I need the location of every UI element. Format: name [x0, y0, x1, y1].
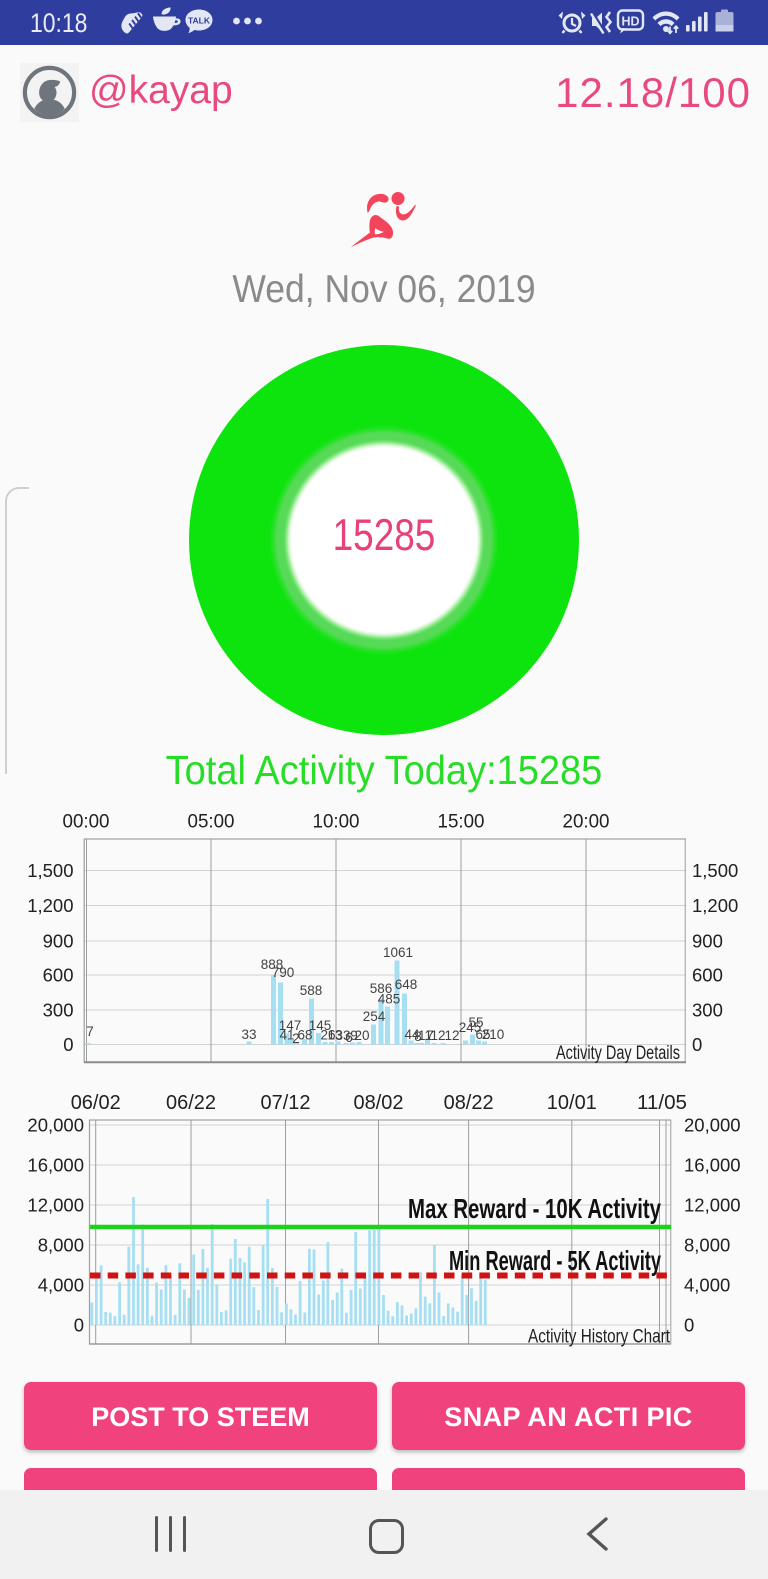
- svg-text:8,000: 8,000: [684, 1235, 730, 1256]
- svg-text:TALK: TALK: [188, 16, 211, 26]
- svg-text:44: 44: [404, 1027, 420, 1042]
- svg-text:Max Reward - 10K Activity: Max Reward - 10K Activity: [408, 1193, 662, 1224]
- svg-text:08/22: 08/22: [444, 1092, 494, 1114]
- svg-text:06/02: 06/02: [71, 1092, 121, 1114]
- svg-text:16,000: 16,000: [684, 1155, 741, 1176]
- svg-text:8,000: 8,000: [38, 1235, 84, 1256]
- svg-text:33: 33: [335, 1028, 350, 1043]
- svg-text:12,000: 12,000: [27, 1195, 84, 1216]
- svg-text:Activity Day Details: Activity Day Details: [556, 1043, 680, 1064]
- svg-text:300: 300: [692, 1000, 723, 1021]
- svg-text:1,200: 1,200: [27, 895, 73, 916]
- svg-text:254: 254: [363, 1009, 386, 1024]
- svg-text:20,000: 20,000: [27, 1115, 84, 1136]
- svg-text:588: 588: [300, 983, 323, 998]
- svg-text:9: 9: [350, 1028, 358, 1043]
- svg-text:12: 12: [430, 1028, 445, 1043]
- svg-text:245: 245: [459, 1020, 482, 1035]
- svg-text:1,200: 1,200: [692, 895, 738, 916]
- svg-text:07/12: 07/12: [261, 1092, 311, 1114]
- svg-text:790: 790: [272, 965, 295, 980]
- svg-text:0: 0: [74, 1315, 84, 1336]
- svg-text:Activity History Chart: Activity History Chart: [528, 1327, 671, 1348]
- svg-text:4,000: 4,000: [684, 1275, 730, 1296]
- svg-text:210: 210: [482, 1027, 505, 1042]
- svg-text:00:00: 00:00: [63, 811, 110, 833]
- svg-text:20:00: 20:00: [563, 811, 610, 833]
- svg-text:Min Reward - 5K Activity: Min Reward - 5K Activity: [449, 1245, 661, 1276]
- svg-text:485: 485: [378, 992, 401, 1007]
- svg-text:08/02: 08/02: [354, 1092, 404, 1114]
- svg-text:26: 26: [320, 1028, 335, 1043]
- svg-text:1,500: 1,500: [27, 860, 73, 881]
- svg-text:6: 6: [345, 1030, 353, 1045]
- svg-text:12,000: 12,000: [684, 1195, 741, 1216]
- svg-text:300: 300: [43, 1000, 74, 1021]
- svg-text:648: 648: [395, 977, 418, 992]
- svg-text:145: 145: [309, 1018, 332, 1033]
- svg-text:11/05: 11/05: [637, 1092, 687, 1114]
- svg-text:65: 65: [475, 1027, 490, 1042]
- svg-text:8: 8: [414, 1029, 422, 1044]
- svg-text:20: 20: [354, 1028, 369, 1043]
- svg-text:11: 11: [418, 1028, 432, 1043]
- svg-text:600: 600: [43, 965, 74, 986]
- svg-text:12: 12: [444, 1028, 459, 1043]
- svg-text:900: 900: [43, 931, 74, 952]
- svg-text:0: 0: [692, 1034, 702, 1055]
- svg-text:1061: 1061: [383, 945, 413, 960]
- svg-text:06/22: 06/22: [166, 1092, 216, 1114]
- svg-text:0: 0: [63, 1034, 73, 1055]
- svg-text:33: 33: [241, 1027, 256, 1042]
- svg-text:15:00: 15:00: [438, 811, 485, 833]
- svg-text:888: 888: [261, 957, 284, 972]
- svg-text:05:00: 05:00: [188, 811, 235, 833]
- svg-text:600: 600: [692, 965, 723, 986]
- svg-text:41: 41: [279, 1028, 294, 1043]
- svg-text:55: 55: [468, 1015, 483, 1030]
- svg-text:68: 68: [297, 1028, 312, 1043]
- svg-text:2: 2: [292, 1031, 300, 1046]
- svg-text:16,000: 16,000: [27, 1155, 84, 1176]
- svg-text:7: 7: [426, 1028, 434, 1043]
- svg-text:10:00: 10:00: [313, 811, 360, 833]
- svg-text:147: 147: [279, 1018, 302, 1033]
- svg-text:7: 7: [86, 1024, 94, 1039]
- svg-text:900: 900: [692, 931, 723, 952]
- svg-text:0: 0: [684, 1315, 694, 1336]
- svg-text:20,000: 20,000: [684, 1115, 741, 1136]
- svg-text:1,500: 1,500: [692, 860, 738, 881]
- svg-text:13: 13: [327, 1028, 342, 1043]
- svg-text:HD: HD: [621, 15, 639, 29]
- svg-text:10/01: 10/01: [547, 1092, 597, 1114]
- svg-text:586: 586: [370, 981, 393, 996]
- svg-text:4,000: 4,000: [38, 1275, 84, 1296]
